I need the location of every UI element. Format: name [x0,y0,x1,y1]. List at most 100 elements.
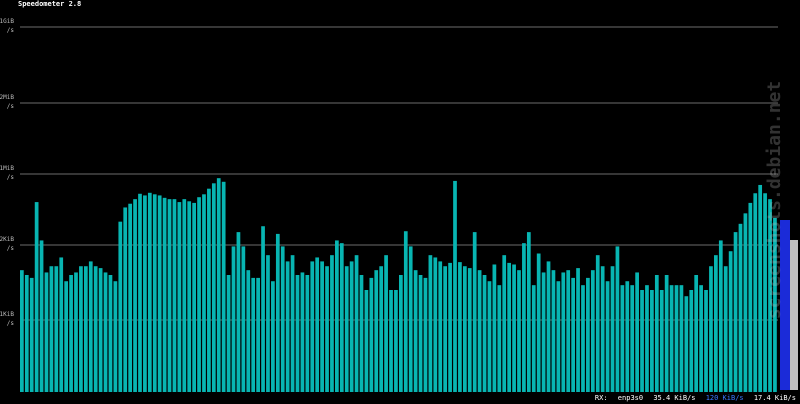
chart-bar [743,213,748,392]
chart-bar [236,232,241,392]
chart-bar [152,194,157,392]
chart-bar [192,202,196,392]
chart-bar [728,251,733,392]
chart-bar [394,290,398,392]
chart-bar [300,272,305,392]
y-axis-label: 1MiB [0,165,14,172]
y-axis-label: /s [7,320,15,327]
chart-bar [29,277,34,392]
chart-bar [502,255,507,392]
chart-bar [20,270,24,392]
chart-bar [202,194,206,392]
chart-bar [694,275,699,392]
chart-bar [379,266,384,392]
chart-bar [54,266,59,392]
chart-bar [590,270,595,392]
chart-bar [438,261,443,392]
chart-bar [108,275,113,392]
chart-bar [497,285,502,392]
chart-bar [679,285,684,392]
chart-bar [103,272,108,392]
chart-bar [654,275,659,392]
chart-bar [49,266,54,392]
chart-bar [74,272,78,392]
chart-bar [753,193,758,392]
chart-bar [197,197,201,392]
chart-bar [758,184,763,392]
chart-bar [477,270,482,392]
chart-bar [339,243,344,392]
chart-bar [625,281,630,392]
chart-bar [177,202,182,392]
chart-bar [280,246,285,392]
chart-bar [640,290,644,392]
rx-label: RX: [594,394,608,402]
chart-bar [285,261,290,392]
chart-bar [123,207,128,392]
chart-bar [428,255,433,392]
chart-bar [256,277,260,392]
chart-bar [689,290,694,392]
chart-bar [359,275,364,392]
chart-bar [79,266,83,392]
chart-bar [251,277,256,392]
chart-bar [576,268,580,392]
chart-bar [586,277,590,392]
y-axis-label: /s [7,103,15,110]
chart-bar [290,255,295,392]
chart-bar [674,285,679,392]
chart-bar [408,246,413,392]
chart-bar [699,285,703,392]
chart-bar [310,261,315,392]
chart-bar [157,195,162,392]
chart-bar [138,193,142,392]
chart-bar [261,226,265,392]
chart-bar [669,285,674,392]
chart-bar [354,255,359,392]
chart-bar [211,183,216,392]
right-blue-bar [780,220,790,390]
chart-bar [113,281,118,392]
chart-bar [472,232,477,392]
chart-bar [128,203,133,392]
chart-bar [374,270,379,392]
chart-bar [167,199,172,392]
chart-bar [517,270,521,392]
chart-bar [271,281,275,392]
chart-bar [325,266,329,392]
chart-bar [182,199,187,392]
chart-bar [83,266,88,392]
chart-bar [221,181,226,392]
chart-bar [684,296,689,392]
chart-bar [246,270,251,392]
watermark-text: screenshots.debian.net [764,81,785,319]
y-axis-label: 32MiB [0,94,14,101]
chart-bar [605,281,610,392]
chart-bar [453,180,457,392]
chart-bar [773,217,777,392]
chart-bar [44,272,49,392]
chart-bar [433,257,438,392]
chart-bar [556,281,561,392]
chart-bar [266,255,270,392]
chart-bar [226,275,231,392]
chart-bar [630,285,635,392]
chart-bar [714,255,718,392]
chart-bar [364,290,369,392]
chart-bar [531,285,536,392]
y-axis-label: /s [7,245,15,252]
chart-bar [187,201,192,392]
chart-bar [526,232,531,392]
chart-bar [635,272,639,392]
chart-bar [369,277,374,392]
right-grey-bar [790,240,798,390]
chart-bar [88,261,93,392]
chart-bar [733,232,738,392]
y-axis-label: /s [7,174,15,181]
chart-bar [172,199,177,392]
chart-bar [600,266,605,392]
chart-bar [349,261,354,392]
chart-bar [315,257,320,392]
y-axis-label: 1GiB [0,18,14,25]
